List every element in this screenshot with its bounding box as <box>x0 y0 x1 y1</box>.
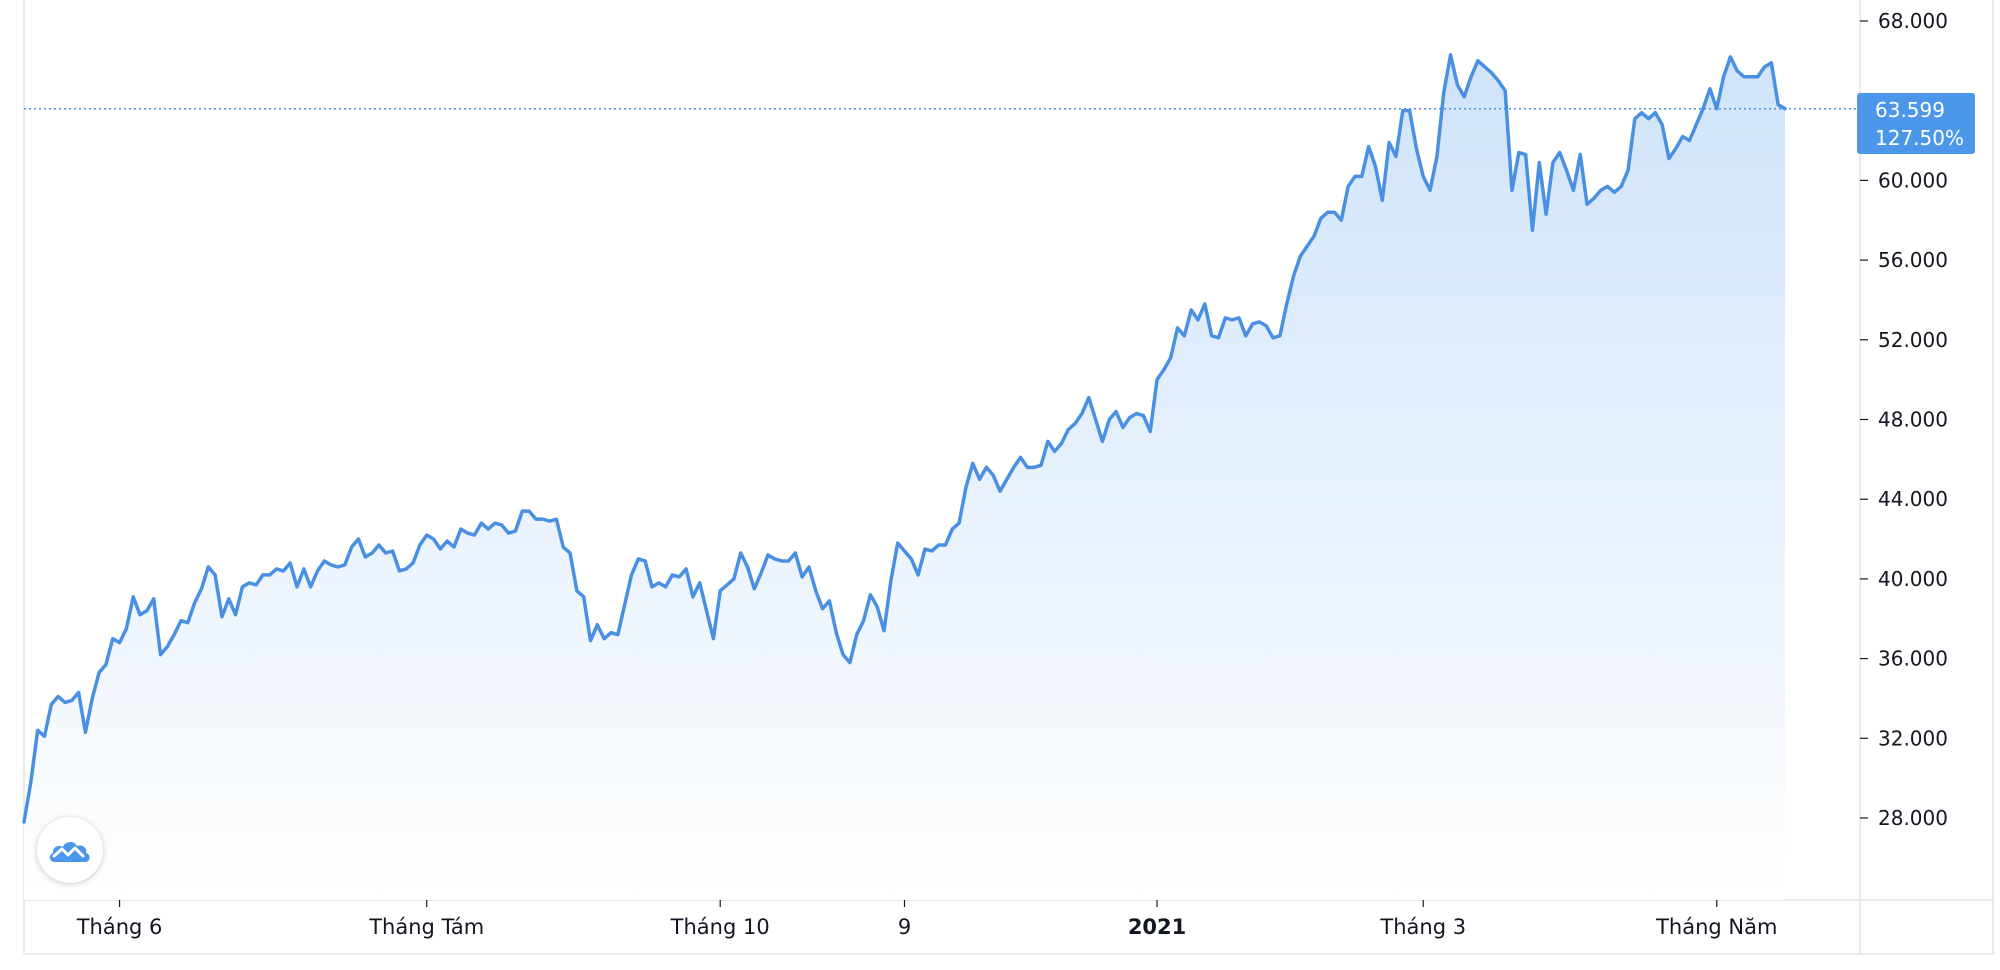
series-line[interactable] <box>22 53 1787 824</box>
y-tick-label: 48.000 <box>1878 408 1948 432</box>
y-tick-label: 56.000 <box>1878 248 1948 272</box>
y-tick-label: 32.000 <box>1878 726 1948 750</box>
x-tick-label: 9 <box>898 915 911 939</box>
tradingview-cloud-icon <box>49 841 90 862</box>
x-tick-label: Tháng 10 <box>670 915 770 939</box>
tradingview-logo-button[interactable] <box>37 817 103 883</box>
price-line[interactable] <box>22 53 1787 824</box>
y-tick-label: 44.000 <box>1878 487 1948 511</box>
last-price-change: 127.50% <box>1875 126 1964 150</box>
y-tick-label: 40.000 <box>1878 567 1948 591</box>
y-tick-label: 60.000 <box>1878 168 1948 192</box>
x-tick-label: Tháng Tám <box>368 915 484 939</box>
y-tick-label: 68.000 <box>1878 9 1948 33</box>
y-tick-label: 52.000 <box>1878 328 1948 352</box>
x-tick-label: Tháng Năm <box>1655 915 1777 939</box>
x-tick-label: 2021 <box>1128 915 1186 939</box>
area-fill <box>24 54 1785 901</box>
x-tick-label: Tháng 3 <box>1379 915 1466 939</box>
last-price-badge: 63.599 127.50% <box>1857 93 1975 154</box>
last-price-value: 63.599 <box>1875 98 1945 122</box>
y-tick-label: 36.000 <box>1878 647 1948 671</box>
x-tick-label: Tháng 6 <box>76 915 163 939</box>
y-tick-label: 28.000 <box>1878 806 1948 830</box>
x-axis[interactable]: Tháng 6 Tháng Tám Tháng 10 9 2021 Tháng 3 Thán… <box>76 900 1778 939</box>
price-area <box>24 54 1785 901</box>
y-axis[interactable]: 28.000 32.000 36.000 40.000 44.000 48.000 52.0… <box>1860 9 1948 830</box>
